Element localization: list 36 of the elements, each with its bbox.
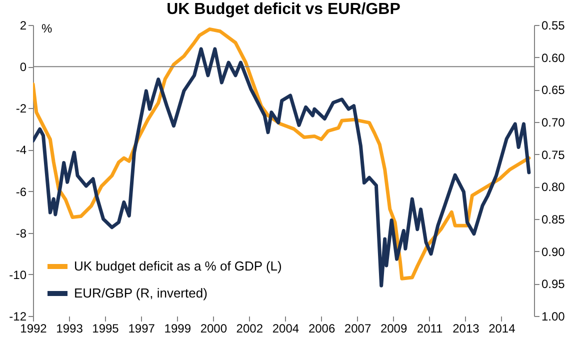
y2-tick-label: 0.75 [542, 148, 566, 162]
legend-label: UK budget deficit as a % of GDP (L) [74, 258, 282, 274]
y2-tick-label: 0.65 [542, 83, 566, 98]
x-tick-label: 1993 [56, 322, 84, 336]
y2-tick-label: 0.55 [542, 18, 566, 32]
y2-tick-label: 0.60 [542, 50, 566, 65]
x-tick-label: 1997 [128, 322, 156, 336]
legend-label: EUR/GBP (R, inverted) [74, 286, 208, 300]
y-tick-label: 2 [20, 18, 27, 32]
x-tick-label: 2009 [380, 322, 408, 336]
x-tick-label: 1999 [164, 322, 192, 336]
y-tick-label: -4 [16, 143, 27, 158]
x-tick-label: 2006 [308, 322, 336, 336]
x-tick-label: 1992 [20, 322, 48, 336]
y-axis-title: % [42, 22, 52, 36]
y2-tick-label: 0.90 [542, 244, 566, 259]
y-tick-label: -12 [9, 310, 27, 324]
chart-title: UK Budget deficit vs EUR/GBP [166, 1, 401, 18]
x-tick-label: 2014 [488, 322, 516, 336]
y-tick-label: -6 [16, 184, 27, 199]
y-tick-label: 0 [20, 60, 27, 74]
y2-tick-label: 0.85 [542, 212, 566, 226]
y2-tick-label: 0.95 [542, 277, 566, 292]
x-tick-label: 2000 [200, 322, 228, 336]
y-tick-label: -2 [16, 102, 27, 116]
y-tick-label: -10 [9, 268, 27, 282]
y2-tick-label: 0.70 [542, 116, 566, 130]
x-tick-label: 2011 [416, 322, 444, 336]
y2-tick-label: 1.00 [542, 310, 566, 324]
x-tick-label: 2004 [272, 322, 300, 336]
x-tick-label: 2013 [452, 322, 480, 336]
y2-tick-label: 0.80 [542, 180, 566, 194]
x-tick-label: 1995 [92, 322, 120, 336]
y-tick-label: -8 [16, 226, 27, 240]
x-tick-label: 2002 [236, 322, 264, 336]
x-tick-label: 2007 [344, 322, 372, 336]
